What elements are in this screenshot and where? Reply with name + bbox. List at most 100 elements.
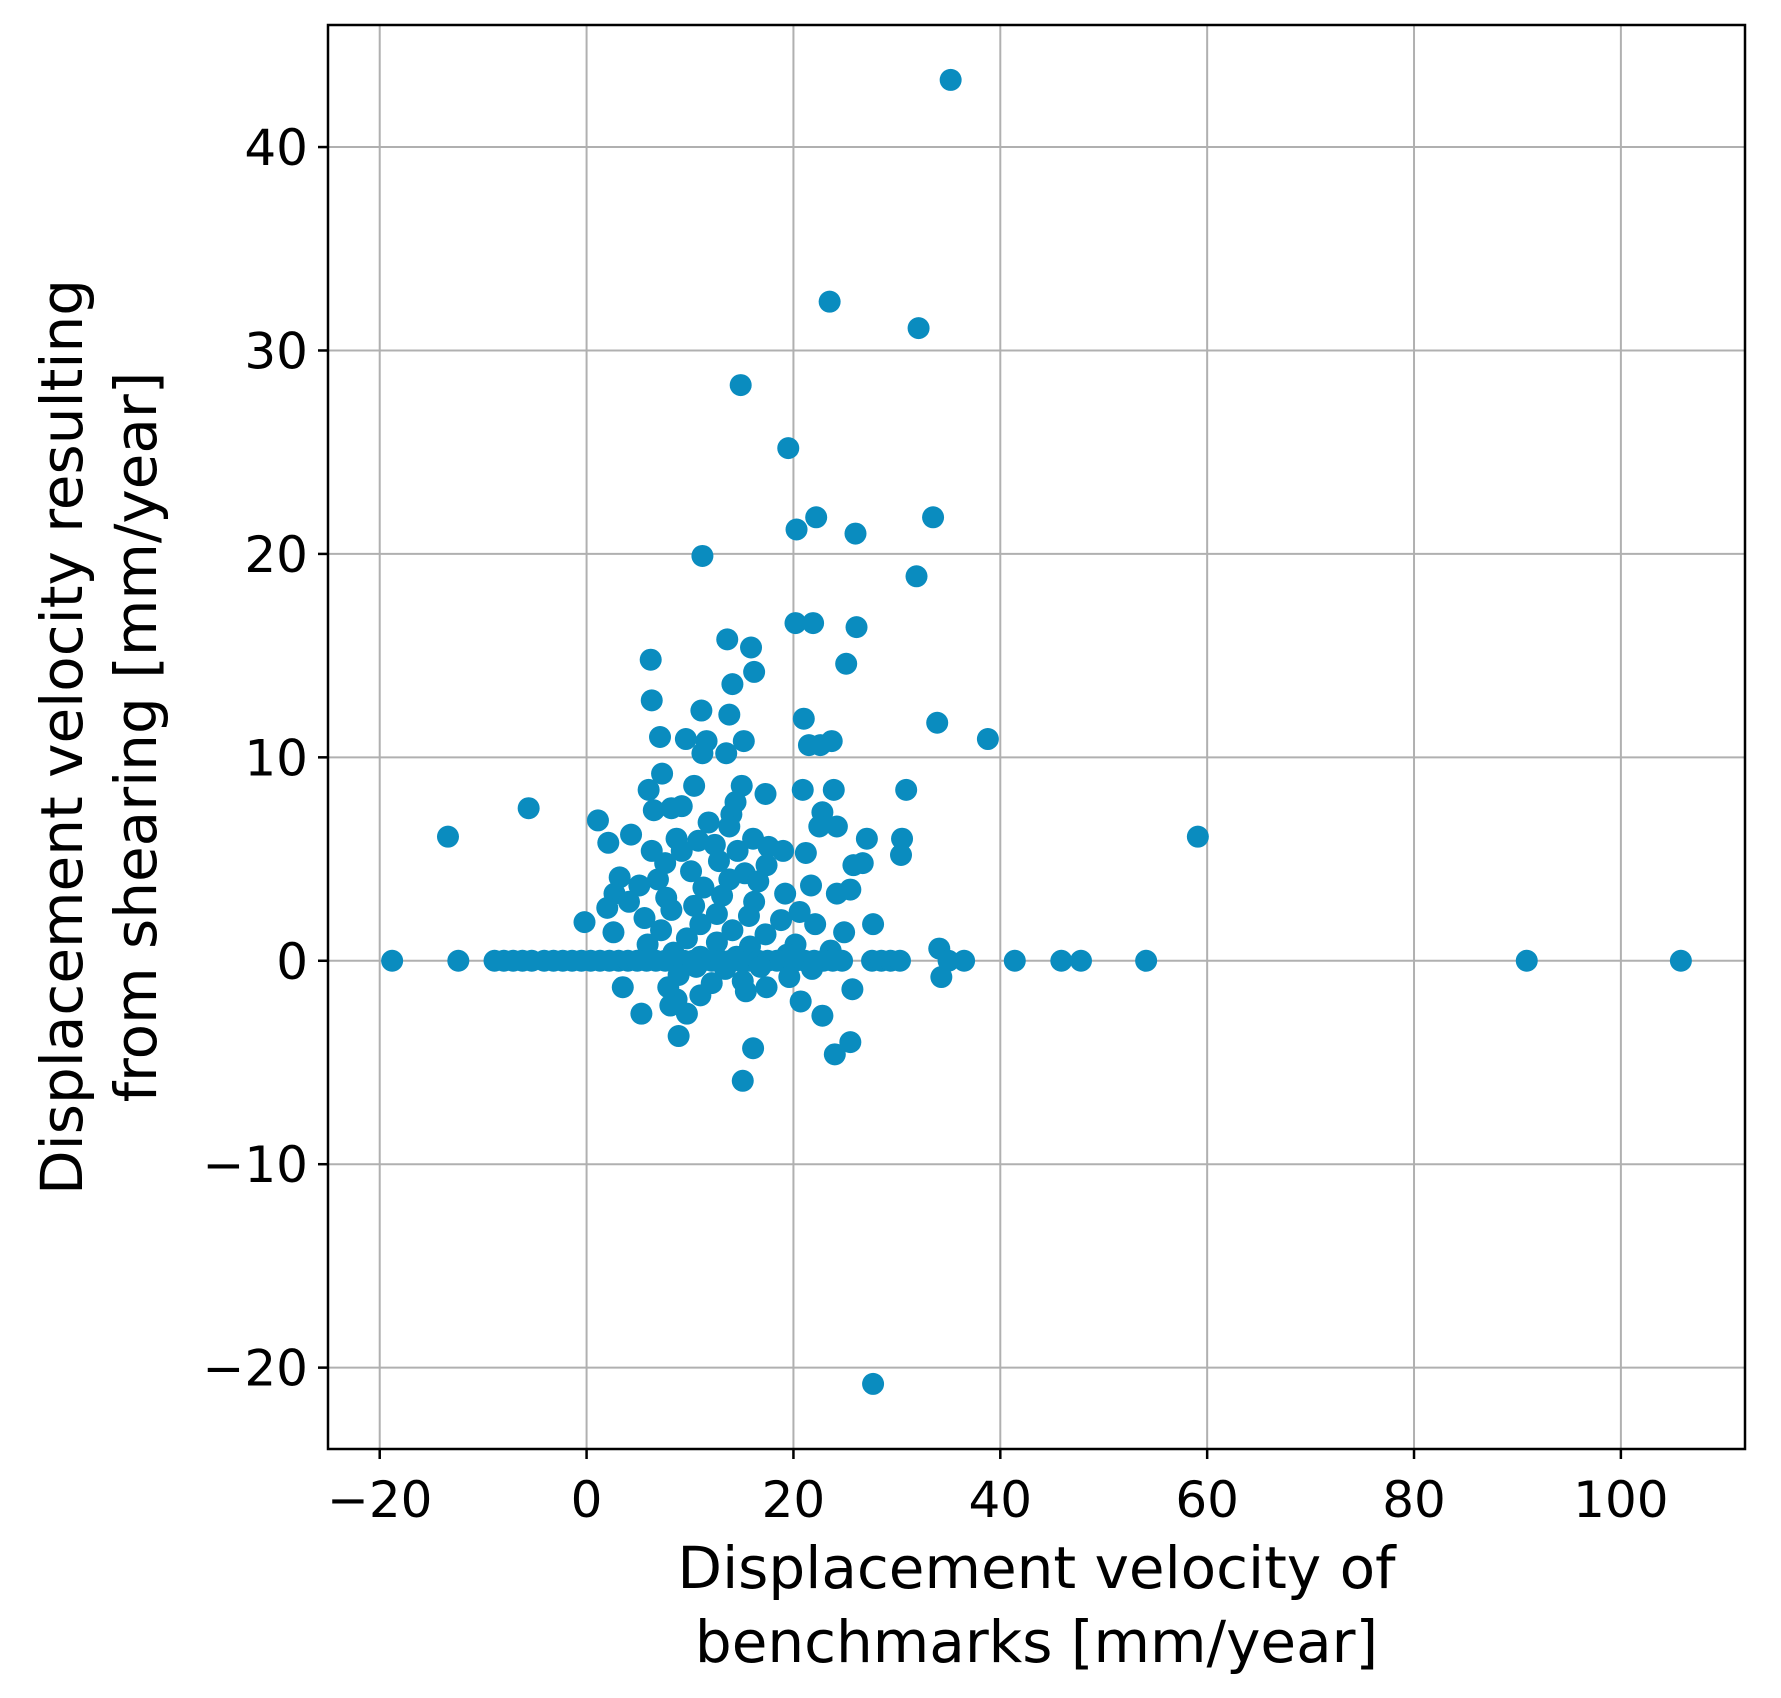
y-tick-label: 30 [244, 322, 308, 380]
data-point [822, 778, 845, 801]
y-tick-label: −10 [202, 1136, 308, 1194]
data-point [777, 437, 800, 460]
x-tick-label: 0 [571, 1471, 603, 1529]
data-point [602, 921, 625, 944]
data-point [805, 506, 828, 529]
data-point [808, 815, 831, 838]
data-point [436, 825, 459, 848]
data-point [689, 913, 712, 936]
data-point [1186, 825, 1209, 848]
data-point [825, 815, 848, 838]
data-point [685, 955, 708, 978]
data-point [754, 782, 777, 805]
data-point [573, 911, 596, 934]
data-point [675, 1002, 698, 1025]
data-point [617, 890, 640, 913]
x-tick-label: 40 [968, 1471, 1032, 1529]
data-point [734, 980, 757, 1003]
y-tick-label: 40 [244, 119, 308, 177]
data-points [381, 68, 1692, 1395]
data-point [784, 612, 807, 635]
data-point [642, 799, 665, 822]
x-axis-title-line: Displacement velocity of [677, 1534, 1397, 1602]
data-point [705, 902, 728, 925]
data-point [517, 797, 540, 820]
data-point [1135, 949, 1158, 972]
data-point [714, 957, 737, 980]
data-point [1515, 949, 1538, 972]
data-point [743, 660, 766, 683]
data-point [680, 860, 703, 883]
data-point [740, 636, 763, 659]
data-point [691, 742, 714, 765]
data-point [976, 728, 999, 751]
data-point [823, 1043, 846, 1066]
data-point [586, 809, 609, 832]
data-point [633, 907, 656, 930]
data-point [845, 616, 868, 639]
data-point [690, 699, 713, 722]
data-point [778, 966, 801, 989]
grid [328, 25, 1745, 1449]
data-point [841, 978, 864, 1001]
data-point [754, 923, 777, 946]
data-point [637, 778, 660, 801]
data-point [895, 778, 918, 801]
data-point [800, 874, 823, 897]
data-point [818, 290, 841, 313]
data-point [651, 762, 674, 785]
data-point [721, 673, 744, 696]
data-point [737, 905, 760, 928]
data-point [640, 689, 663, 712]
data-point [596, 896, 619, 919]
data-point [659, 994, 682, 1017]
data-point [801, 957, 824, 980]
y-tick-label: 0 [276, 933, 308, 991]
data-point [660, 898, 683, 921]
data-point [770, 909, 793, 932]
data-point [716, 628, 739, 651]
data-point [930, 966, 953, 989]
y-axis-title-line: Displacement velocity resulting [28, 279, 96, 1195]
y-axis-title-line: from shearing [mm/year] [102, 372, 170, 1103]
data-point [749, 955, 772, 978]
data-point [742, 1037, 765, 1060]
data-point [447, 949, 470, 972]
data-point [844, 522, 867, 545]
y-tick-label: 20 [244, 526, 308, 584]
data-point [628, 874, 651, 897]
data-point [888, 949, 911, 972]
data-point [831, 949, 854, 972]
data-point [811, 1004, 834, 1027]
data-point [660, 797, 683, 820]
data-point [611, 976, 634, 999]
data-point [729, 374, 752, 397]
data-point [674, 728, 697, 751]
data-point [839, 878, 862, 901]
data-point [804, 913, 827, 936]
data-point [650, 919, 673, 942]
data-point [639, 648, 662, 671]
data-point [789, 990, 812, 1013]
data-point [792, 707, 815, 730]
data-point [1050, 949, 1073, 972]
data-point [718, 815, 741, 838]
data-point [630, 1002, 653, 1025]
data-point [905, 565, 928, 588]
data-point [646, 868, 669, 891]
data-point [721, 919, 744, 942]
data-point [707, 850, 730, 873]
data-point [926, 711, 949, 734]
data-point [683, 894, 706, 917]
data-point [667, 1025, 690, 1048]
data-point [755, 854, 778, 877]
x-axis-title-line: benchmarks [mm/year] [695, 1608, 1378, 1676]
data-point [785, 518, 808, 541]
data-point [939, 68, 962, 91]
y-tick-label: −20 [202, 1340, 308, 1398]
data-point [597, 831, 620, 854]
data-point [1669, 949, 1692, 972]
data-point [755, 976, 778, 999]
